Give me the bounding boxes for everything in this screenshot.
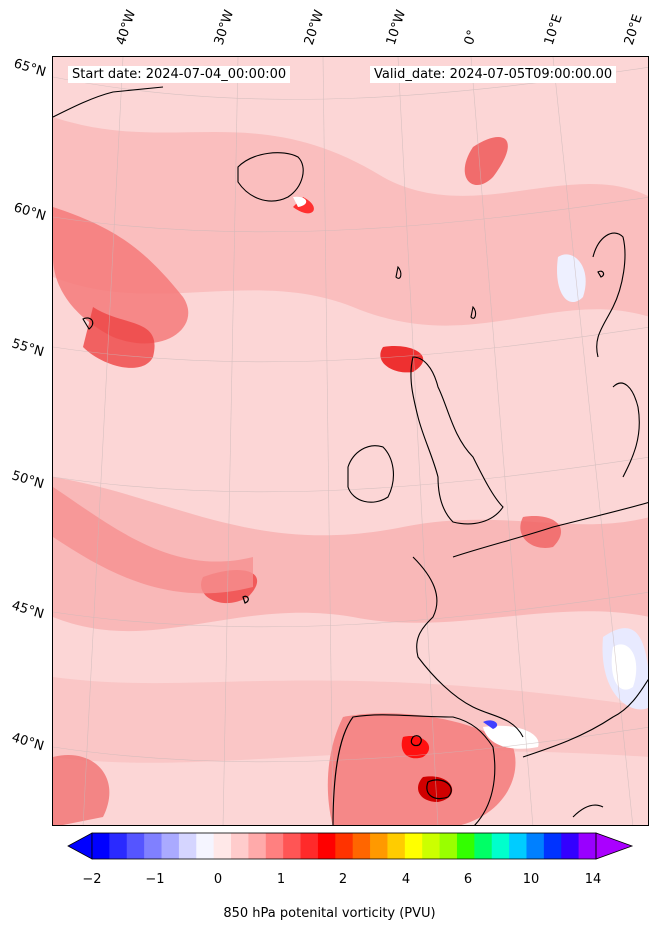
colorbar-segment xyxy=(283,833,302,859)
colorbar-extend-low xyxy=(67,832,93,860)
colorbar-outline xyxy=(91,832,597,860)
colorbar-segment xyxy=(543,833,562,859)
colorbar-segment xyxy=(126,833,145,859)
colorbar-segment xyxy=(474,833,493,859)
colorbar-segment xyxy=(578,833,597,859)
colorbar-segment xyxy=(526,833,545,859)
colorbar-segment xyxy=(509,833,527,859)
colorbar-segment xyxy=(231,833,249,859)
colorbar-segment xyxy=(456,833,475,859)
colorbar-segment xyxy=(92,833,110,859)
colorbar-tick: 0 xyxy=(213,872,223,887)
colorbar-segment xyxy=(317,833,336,859)
colorbar-tick: 6 xyxy=(463,872,473,887)
colorbar-segment xyxy=(561,833,580,859)
pv-field-map xyxy=(53,57,648,825)
colorbar-tick: 10 xyxy=(522,872,540,887)
colorbar-segment xyxy=(422,833,441,859)
colorbar-segment xyxy=(265,833,284,859)
colorbar-tick: −1 xyxy=(145,872,165,887)
colorbar-segment xyxy=(109,833,128,859)
colorbar-segment xyxy=(213,833,232,859)
valid-date-label: Valid_date: 2024-07-05T09:00:00.00 xyxy=(370,66,617,83)
colorbar-tick: −2 xyxy=(82,872,102,887)
colorbar-segment xyxy=(144,833,163,859)
map-panel xyxy=(52,56,649,826)
colorbar-tick: 1 xyxy=(276,872,286,887)
colorbar-label: 850 hPa potenital vorticity (PVU) xyxy=(223,906,436,921)
colorbar-extend-high xyxy=(595,832,634,860)
colorbar-segment xyxy=(352,833,371,859)
colorbar-segment xyxy=(300,833,319,859)
colorbar-segment xyxy=(248,833,267,859)
colorbar-segment xyxy=(335,833,354,859)
colorbar xyxy=(67,832,634,860)
colorbar-segment xyxy=(178,833,197,859)
start-date-label: Start date: 2024-07-04_00:00:00 xyxy=(68,66,291,83)
colorbar-segment xyxy=(161,833,180,859)
colorbar-segment xyxy=(491,833,510,859)
colorbar-tick: 14 xyxy=(584,872,602,887)
colorbar-segment xyxy=(439,833,458,859)
colorbar-segment xyxy=(370,833,388,859)
colorbar-tick: 4 xyxy=(401,872,411,887)
colorbar-segment xyxy=(387,833,406,859)
colorbar-tick: 2 xyxy=(338,872,348,887)
colorbar-segment xyxy=(196,833,215,859)
colorbar-segment xyxy=(404,833,423,859)
